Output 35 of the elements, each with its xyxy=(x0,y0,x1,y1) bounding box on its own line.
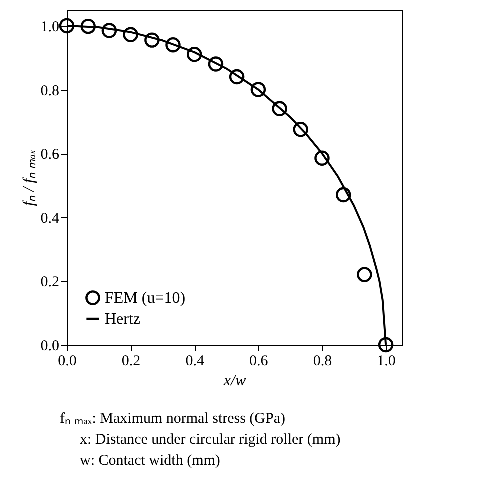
text: w: Contact width (mm) xyxy=(79,452,222,471)
y-tick-label: 0.2 xyxy=(40,274,60,291)
point xyxy=(187,47,202,62)
y-tick-label: 0.6 xyxy=(40,147,60,164)
y-tick-label: 0.0 xyxy=(40,338,60,354)
legend-label: Hertz xyxy=(105,311,141,328)
point xyxy=(80,18,96,34)
point xyxy=(357,267,372,282)
point xyxy=(59,18,75,34)
point xyxy=(229,69,245,85)
y-tick-label: 1.0 xyxy=(40,19,60,36)
y-tick-label: 0.4 xyxy=(40,210,60,227)
y-tick-label: 0.8 xyxy=(40,83,60,100)
point xyxy=(250,82,266,98)
x-tick-label: 0.4 xyxy=(186,354,205,370)
text: fₙ ₘₐₓ: Maximum normal stress (GPa) xyxy=(59,410,287,429)
point xyxy=(378,337,394,353)
point xyxy=(293,122,308,138)
point xyxy=(102,23,118,38)
x-tick-label: 1.0 xyxy=(377,354,396,370)
point xyxy=(123,27,138,42)
text: x: Distance under circular rigid roller (mm) xyxy=(79,431,342,450)
x-tick-label: 0.0 xyxy=(58,354,77,370)
point xyxy=(272,101,288,117)
point xyxy=(336,187,352,203)
x-tick-label: 0.2 xyxy=(122,354,141,370)
point xyxy=(314,150,330,166)
point xyxy=(208,56,224,72)
y-axis-title: fₙ / fₙ ₘₐₓ xyxy=(20,150,38,206)
x-tick-label: 0.8 xyxy=(313,354,332,370)
point xyxy=(166,37,181,53)
x-axis-title: x/w xyxy=(222,372,246,390)
point xyxy=(144,32,160,48)
x-tick-label: 0.6 xyxy=(250,354,269,370)
legend-label: FEM (u=10) xyxy=(105,290,186,307)
